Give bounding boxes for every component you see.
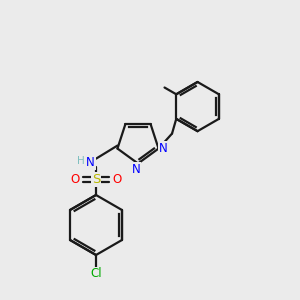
Text: O: O: [70, 173, 80, 186]
Text: N: N: [132, 163, 141, 176]
Text: N: N: [159, 142, 167, 155]
Text: H: H: [77, 156, 85, 167]
Text: S: S: [92, 173, 100, 186]
Text: O: O: [112, 173, 122, 186]
Text: Cl: Cl: [90, 267, 102, 280]
Text: N: N: [86, 156, 95, 170]
